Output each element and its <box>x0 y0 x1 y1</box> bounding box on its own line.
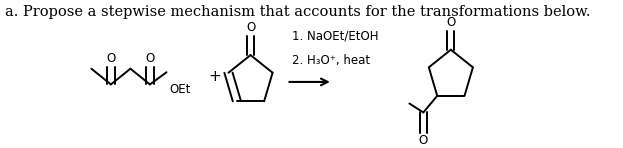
Text: 1. NaOEt/EtOH: 1. NaOEt/EtOH <box>292 30 378 43</box>
Text: O: O <box>446 16 455 29</box>
Text: O: O <box>246 21 255 34</box>
Text: 2. H₃O⁺, heat: 2. H₃O⁺, heat <box>292 54 369 67</box>
Text: O: O <box>419 134 428 147</box>
Text: O: O <box>145 52 155 65</box>
Text: OEt: OEt <box>169 83 191 96</box>
Text: +: + <box>208 69 221 84</box>
Text: a. Propose a stepwise mechanism that accounts for the transformations below.: a. Propose a stepwise mechanism that acc… <box>6 5 591 19</box>
Text: O: O <box>107 52 115 65</box>
